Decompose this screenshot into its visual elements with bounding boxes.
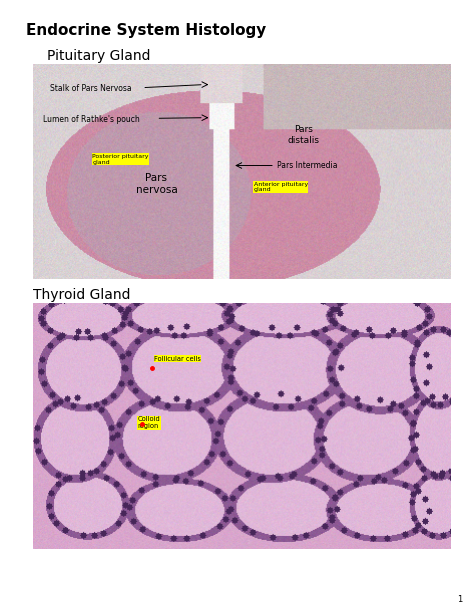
Text: Hypothalamus: Hypothalamus (309, 51, 374, 59)
Text: Pars
nervosa: Pars nervosa (136, 173, 177, 195)
Text: Stalk of Pars Nervosa: Stalk of Pars Nervosa (50, 85, 131, 93)
Text: Endocrine System Histology: Endocrine System Histology (26, 23, 266, 38)
Text: Lumen of Rathke's pouch: Lumen of Rathke's pouch (43, 115, 139, 124)
Text: Follicular cells: Follicular cells (154, 356, 201, 362)
Text: Pars
distalis: Pars distalis (287, 125, 319, 145)
Text: Thyroid Gland: Thyroid Gland (33, 288, 131, 302)
Text: 1: 1 (457, 595, 462, 604)
Text: Pituitary Gland: Pituitary Gland (47, 49, 151, 63)
Text: Anterior pituitary
gland: Anterior pituitary gland (254, 181, 308, 192)
Text: Posterior pituitary
gland: Posterior pituitary gland (92, 154, 149, 165)
Text: Colloid
region: Colloid region (137, 416, 160, 430)
Text: Pars Intermedia: Pars Intermedia (277, 161, 338, 170)
